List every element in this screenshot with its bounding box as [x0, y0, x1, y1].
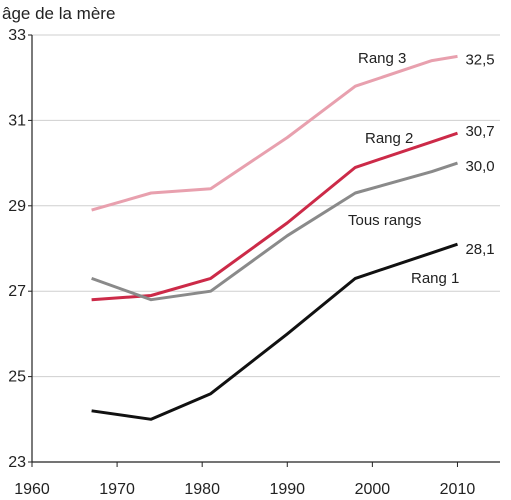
axes [31, 35, 500, 463]
series-group: Rang 3 32,5 Rang 2 30,7 Tous rangs 30,0 Rang 1… [91, 50, 495, 421]
series-end-value-rang-3: 32,5 [465, 51, 494, 68]
series-end-value-rang-1: 28,1 [465, 241, 494, 258]
x-tick-label: 2000 [355, 481, 391, 498]
series-line-rang-3 [91, 54, 458, 212]
series-end-value-rang-2: 30,7 [465, 123, 494, 140]
series-label-rang-1: Rang 1 [411, 270, 459, 287]
y-axis-label: âge de la mère [2, 4, 115, 23]
y-tick-label: 25 [8, 369, 26, 386]
tick-labels: 23 25 27 29 31 33 1960 1970 1980 1990 2000 2010 [8, 27, 475, 498]
y-tick-label: 29 [8, 198, 26, 215]
y-tick-label: 31 [8, 112, 26, 129]
series-end-value-tous-rangs: 30,0 [465, 158, 494, 175]
series-label-tous-rangs: Tous rangs [348, 212, 421, 229]
x-tick-label: 1990 [269, 481, 305, 498]
x-tick-label: 2010 [440, 481, 476, 498]
x-tick-label: 1980 [184, 481, 220, 498]
series-line-tous-rangs [91, 161, 458, 302]
series-label-rang-2: Rang 2 [365, 130, 413, 147]
y-tick-label: 33 [8, 27, 26, 44]
x-tick-label: 1960 [14, 481, 50, 498]
y-tick-label: 27 [8, 283, 26, 300]
series-label-rang-3: Rang 3 [358, 50, 406, 67]
series-line-rang-1 [91, 242, 458, 421]
x-tick-label: 1970 [99, 481, 135, 498]
series-line-rang-2 [91, 131, 458, 302]
y-tick-label: 23 [8, 454, 26, 471]
